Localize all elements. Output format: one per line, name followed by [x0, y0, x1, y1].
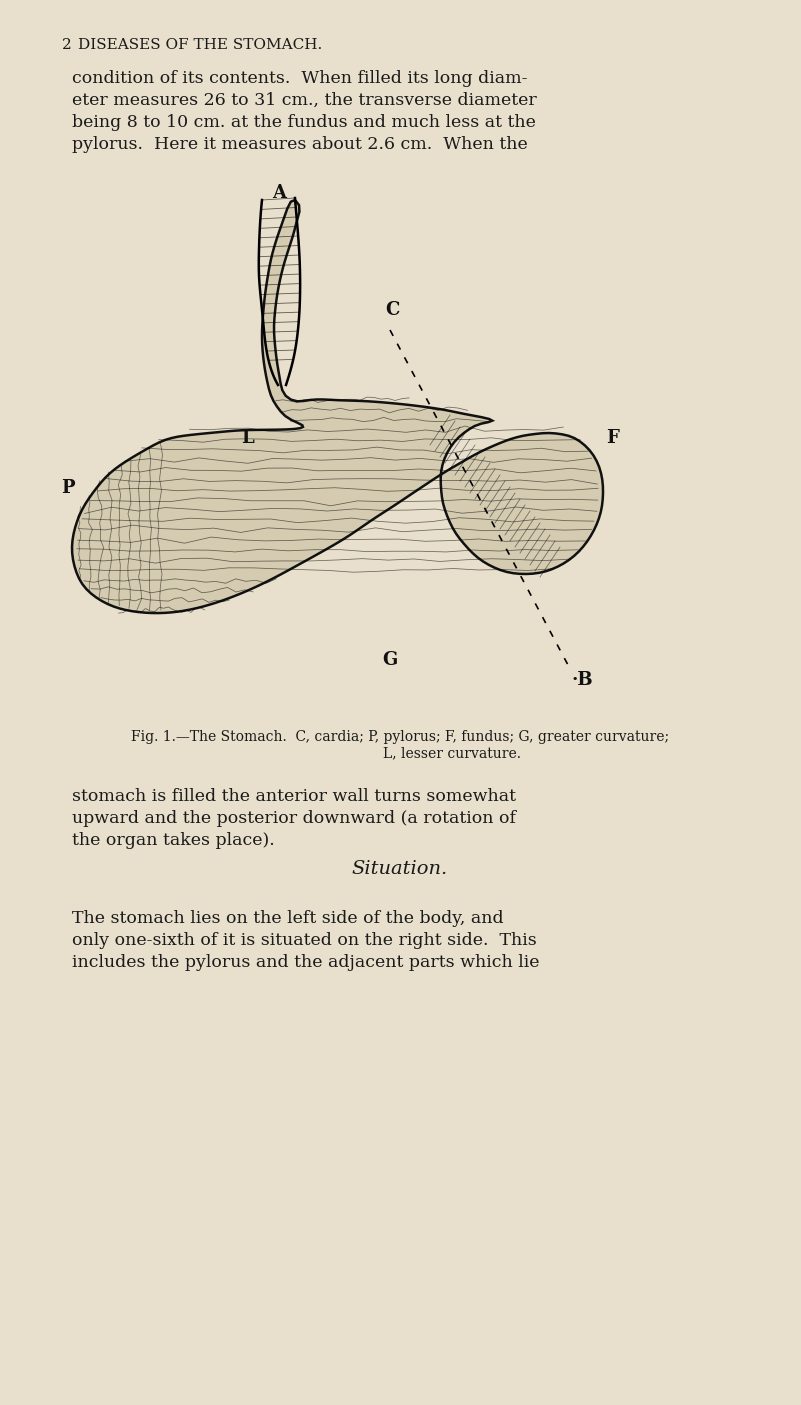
- PathPatch shape: [72, 200, 603, 613]
- Text: C: C: [384, 301, 399, 319]
- Text: ·B: ·B: [571, 672, 593, 688]
- Text: eter measures 26 to 31 cm., the transverse diameter: eter measures 26 to 31 cm., the transver…: [72, 91, 537, 110]
- Text: includes the pylorus and the adjacent parts which lie: includes the pylorus and the adjacent pa…: [72, 954, 540, 971]
- Text: DISEASES OF THE STOMACH.: DISEASES OF THE STOMACH.: [78, 38, 322, 52]
- Text: P: P: [61, 479, 74, 497]
- Text: 2: 2: [62, 38, 72, 52]
- Text: Fig. 1.—The Stomach.  C, cardia; P, pylorus; F, fundus; G, greater curvature;
  : Fig. 1.—The Stomach. C, cardia; P, pylor…: [131, 731, 669, 760]
- Text: Situation.: Situation.: [352, 860, 448, 878]
- Text: stomach is filled the anterior wall turns somewhat: stomach is filled the anterior wall turn…: [72, 788, 516, 805]
- Text: G: G: [382, 651, 397, 669]
- Text: only one-sixth of it is situated on the right side.  This: only one-sixth of it is situated on the …: [72, 932, 537, 948]
- Text: pylorus.  Here it measures about 2.6 cm.  When the: pylorus. Here it measures about 2.6 cm. …: [72, 136, 528, 153]
- Text: A: A: [272, 184, 286, 202]
- Text: being 8 to 10 cm. at the fundus and much less at the: being 8 to 10 cm. at the fundus and much…: [72, 114, 536, 131]
- Text: upward and the posterior downward (a rotation of: upward and the posterior downward (a rot…: [72, 811, 516, 828]
- Text: L: L: [242, 429, 255, 447]
- Text: the organ takes place).: the organ takes place).: [72, 832, 275, 849]
- Text: F: F: [606, 429, 619, 447]
- FancyBboxPatch shape: [60, 176, 650, 710]
- Text: The stomach lies on the left side of the body, and: The stomach lies on the left side of the…: [72, 910, 504, 927]
- Text: condition of its contents.  When filled its long diam-: condition of its contents. When filled i…: [72, 70, 528, 87]
